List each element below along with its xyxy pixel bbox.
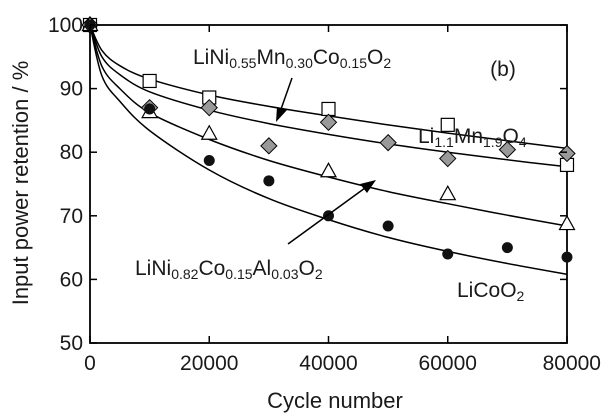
y-tick-label: 70 bbox=[60, 205, 83, 228]
y-tick-label: 100 bbox=[48, 14, 83, 37]
series-label-nca: LiNi0.82​Co0.15​Al0.03​O2​ bbox=[135, 257, 323, 282]
data-point-li-mn-spinel bbox=[142, 73, 157, 89]
label-text: LiNi bbox=[135, 257, 171, 280]
label-subscript: 0.15 bbox=[340, 55, 367, 71]
fit-curve-li-mn-spinel bbox=[89, 24, 568, 150]
nca-arrow-head bbox=[360, 180, 376, 193]
label-text: LiNi bbox=[193, 46, 229, 69]
data-point-licoo2 bbox=[263, 175, 275, 187]
data-points bbox=[81, 15, 576, 263]
label-text: Al bbox=[253, 257, 272, 280]
series-label-licoo2: LiCoO2​ bbox=[457, 279, 525, 304]
fit-curves bbox=[89, 24, 568, 276]
data-point-nca bbox=[319, 162, 338, 178]
label-text: Co bbox=[313, 46, 340, 69]
data-point-nmc bbox=[200, 98, 218, 117]
nca-arrow-line bbox=[287, 187, 366, 245]
series-label-li-mn-spinel: Li1.1​Mn1.9​O4​ bbox=[418, 125, 527, 150]
data-point-nmc bbox=[319, 113, 338, 132]
nmc-arrow-line bbox=[279, 77, 293, 113]
x-tick-label: 40000 bbox=[299, 352, 357, 375]
label-text: Mn bbox=[256, 46, 285, 69]
nmc-arrow-head bbox=[276, 107, 287, 122]
label-text: O bbox=[502, 125, 518, 148]
label-subscript: 0.55 bbox=[229, 55, 256, 71]
series-label-nmc: LiNi0.55​Mn0.30​Co0.15​O2​ bbox=[193, 46, 391, 71]
data-point-licoo2 bbox=[382, 220, 394, 232]
annotation-arrows bbox=[276, 77, 376, 245]
label-subscript: 0.30 bbox=[286, 55, 313, 71]
label-subscript: 1.1 bbox=[434, 134, 454, 150]
data-point-licoo2 bbox=[501, 242, 513, 254]
label-subscript: 2 bbox=[315, 266, 323, 282]
y-tick-label: 50 bbox=[60, 332, 83, 355]
label-subscript: 0.15 bbox=[225, 266, 252, 282]
y-tick-label: 80 bbox=[60, 141, 83, 164]
panel-label: (b) bbox=[490, 58, 516, 81]
label-text: LiCoO bbox=[457, 279, 517, 302]
data-point-nmc bbox=[498, 140, 517, 159]
x-tick-label: 60000 bbox=[419, 352, 477, 375]
data-point-li-mn-spinel bbox=[321, 101, 336, 117]
label-text: Li bbox=[418, 125, 434, 148]
label-subscript: 1.9 bbox=[483, 134, 503, 150]
label-subscript: 4 bbox=[519, 134, 527, 150]
fit-curve-nmc bbox=[89, 24, 568, 168]
data-point-nmc bbox=[558, 144, 576, 163]
axis-ticks: 50 60 70 80 90 100 0 20000 40000 60000 80000 bbox=[48, 14, 601, 375]
fit-curve-nca bbox=[89, 24, 568, 227]
label-subscript: 0.82 bbox=[171, 266, 198, 282]
data-point-nmc bbox=[439, 149, 457, 168]
data-point-nmc bbox=[260, 137, 278, 155]
x-axis-label: Cycle number bbox=[267, 388, 403, 413]
x-tick-label: 20000 bbox=[180, 352, 238, 375]
data-point-licoo2 bbox=[144, 103, 156, 115]
fit-curve-licoo2 bbox=[89, 24, 568, 276]
label-text: Mn bbox=[454, 125, 483, 148]
data-point-li-mn-spinel bbox=[440, 117, 455, 132]
x-tick-label: 0 bbox=[84, 352, 96, 375]
y-tick-label: 60 bbox=[60, 268, 83, 291]
data-point-nmc bbox=[379, 133, 397, 152]
label-subscript: 0.03 bbox=[271, 266, 298, 282]
label-subscript: 2 bbox=[517, 288, 525, 304]
y-axis-label: Input power retention / % bbox=[8, 61, 33, 306]
label-text: O bbox=[298, 257, 314, 280]
data-point-nca bbox=[439, 184, 457, 201]
data-point-nca bbox=[200, 124, 218, 140]
data-point-licoo2 bbox=[561, 251, 573, 263]
y-tick-label: 90 bbox=[60, 78, 83, 101]
x-tick-label: 80000 bbox=[543, 352, 601, 375]
label-subscript: 2 bbox=[383, 55, 391, 71]
label-text: O bbox=[367, 46, 383, 69]
label-text: Co bbox=[198, 257, 225, 280]
data-point-licoo2 bbox=[203, 154, 215, 166]
data-point-licoo2 bbox=[442, 248, 454, 260]
data-point-nca bbox=[558, 214, 576, 231]
